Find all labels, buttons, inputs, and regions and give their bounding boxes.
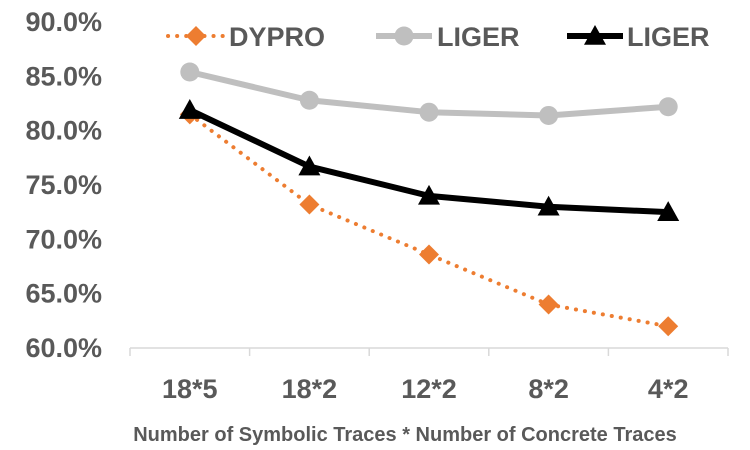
series-3 <box>178 99 680 221</box>
x-axis-title: Number of Symbolic Traces * Number of Co… <box>133 424 677 446</box>
y-tick-label: 70.0% <box>25 224 102 254</box>
y-tick-label: 80.0% <box>25 116 102 146</box>
y-tick-label: 90.0% <box>25 7 102 37</box>
data-point-triangle <box>537 195 560 216</box>
series-layer <box>178 62 680 337</box>
data-point-diamond <box>419 244 439 265</box>
x-tick-label: 12*2 <box>401 374 457 404</box>
x-tick-label: 8*2 <box>528 374 569 404</box>
data-point-diamond <box>299 194 320 215</box>
data-point-circle <box>394 26 414 46</box>
x-tick-label: 18*5 <box>162 374 218 404</box>
y-tick-label: 85.0% <box>25 61 102 91</box>
legend: DYPRO LIGER LIGER <box>166 22 710 52</box>
data-point-triangle <box>298 155 321 176</box>
data-point-diamond <box>186 26 206 46</box>
data-point-triangle <box>178 99 201 119</box>
data-point-triangle <box>657 201 680 221</box>
data-point-circle <box>299 90 319 110</box>
x-tick-label: 18*2 <box>282 374 338 404</box>
y-tick-label: 75.0% <box>25 170 102 200</box>
data-point-circle <box>539 105 559 125</box>
legend-item-3: LIGER <box>567 22 710 52</box>
series-line <box>187 112 671 329</box>
y-tick-label: 60.0% <box>25 333 102 363</box>
data-point-circle <box>180 62 200 82</box>
series-1 <box>179 104 679 337</box>
data-point-diamond <box>538 294 559 315</box>
y-tick-label: 65.0% <box>25 279 102 309</box>
data-point-diamond <box>658 316 679 337</box>
legend-label: LIGER <box>437 22 520 52</box>
series-2 <box>180 62 678 125</box>
data-point-circle <box>419 102 439 122</box>
data-point-triangle <box>584 25 606 45</box>
legend-item-1: DYPRO <box>166 22 325 52</box>
legend-label: LIGER <box>627 22 710 52</box>
legend-item-2: LIGER <box>376 22 520 52</box>
legend-label: DYPRO <box>229 22 325 52</box>
x-tick-label: 4*2 <box>648 374 689 404</box>
data-point-triangle <box>418 184 440 205</box>
axes-layer: 60.0% 65.0% 70.0% 75.0% 80.0% 85.0% 90.0% 18*5 1… <box>25 7 729 404</box>
data-point-circle <box>658 97 678 117</box>
